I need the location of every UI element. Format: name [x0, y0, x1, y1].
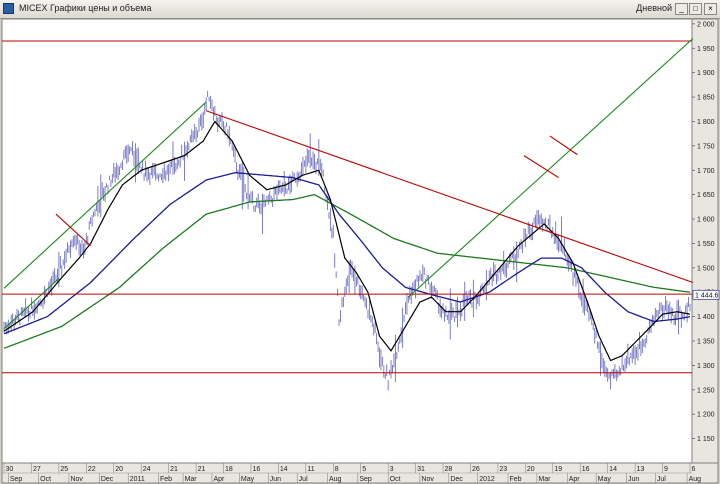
- x-month-label: Oct: [40, 476, 51, 483]
- x-day-label: 6: [692, 466, 696, 473]
- x-day-label: 21: [198, 466, 206, 473]
- y-tick-label: 1 800: [697, 119, 715, 126]
- x-month-label: Jul: [657, 476, 666, 483]
- x-month-label: Apr: [569, 476, 581, 483]
- x-month-label: Dec: [101, 476, 114, 483]
- x-day-label: 16: [582, 466, 590, 473]
- x-day-label: 5: [362, 466, 366, 473]
- annotations: [2, 38, 694, 374]
- x-day-label: 22: [88, 466, 96, 473]
- x-month-label: Aug: [689, 476, 702, 483]
- x-month-label: Dec: [450, 476, 463, 483]
- last-price-label: 1 444.6: [695, 292, 718, 299]
- x-day-label: 28: [445, 466, 453, 473]
- downtrend-line: [206, 110, 694, 283]
- y-tick-label: 1 950: [697, 46, 715, 53]
- cross-line: [523, 155, 559, 179]
- x-day-label: 16: [252, 466, 260, 473]
- maximize-button[interactable]: □: [689, 3, 702, 15]
- x-month-label: Nov: [421, 476, 434, 483]
- y-tick-label: 1 250: [697, 387, 715, 394]
- title-bar[interactable]: MICEX Графики цены и объема Дневной _ □ …: [0, 0, 720, 19]
- x-month-label: Mar: [185, 476, 198, 483]
- x-axis: 30 27 25 22 20 24 21 21 18 16 14 11 8 5 3 31 28 26 23 20 19 1…: [3, 463, 702, 483]
- x-day-label: 23: [499, 466, 507, 473]
- y-tick-label: 1 400: [697, 314, 715, 321]
- x-month-label: Sep: [359, 476, 372, 483]
- last-price-tag: [692, 289, 720, 300]
- y-tick-label: 1 200: [697, 412, 715, 419]
- x-day-label: 20: [527, 466, 535, 473]
- x-month-label: Sep: [10, 476, 23, 483]
- y-tick-label: 1 300: [697, 363, 715, 370]
- y-tick-label: 2 000: [697, 21, 715, 28]
- minimize-button[interactable]: _: [675, 3, 688, 15]
- ma-short-line: [3, 120, 691, 362]
- y-tick-label: 1 600: [697, 217, 715, 224]
- channel-line: [3, 278, 60, 330]
- x-day-label: 14: [609, 466, 617, 473]
- x-month-label: Nov: [70, 476, 83, 483]
- x-month-label: May: [241, 476, 255, 483]
- y-tick-label: 1 700: [697, 168, 715, 175]
- y-tick-label: 1 150: [697, 436, 715, 443]
- chart-app-icon: [3, 3, 14, 14]
- x-day-label: 3: [390, 466, 394, 473]
- x-day-label: 18: [225, 466, 233, 473]
- interval-label[interactable]: Дневной: [636, 3, 672, 13]
- window-title: MICEX Графики цены и объема: [19, 3, 152, 13]
- x-month-label: Jun: [628, 476, 639, 483]
- x-day-label: 13: [637, 466, 645, 473]
- close-button[interactable]: ×: [704, 3, 717, 15]
- x-month-label: Jun: [270, 476, 281, 483]
- y-axis-panel: [691, 18, 719, 464]
- y-tick-label: 1 350: [697, 339, 715, 346]
- moving-averages: [3, 120, 691, 362]
- x-month-label: 2012: [479, 476, 495, 483]
- x-day-label: 8: [335, 466, 339, 473]
- x-month-label: 2011: [130, 476, 145, 483]
- plot-area[interactable]: [1, 18, 693, 464]
- price-bars: [3, 90, 691, 391]
- y-tick-label: 1 500: [697, 265, 715, 272]
- ma-mid-line: [3, 172, 691, 335]
- x-day-label: 30: [6, 466, 14, 473]
- y-tick-label: 1 900: [697, 70, 715, 77]
- x-day-label: 21: [170, 466, 178, 473]
- cross-line: [549, 135, 578, 156]
- x-month-label: Aug: [329, 476, 342, 483]
- x-month-label: Apr: [213, 476, 225, 483]
- x-day-label: 27: [33, 466, 41, 473]
- x-month-label: Feb: [510, 476, 522, 483]
- y-tick-label: 1 650: [697, 192, 715, 199]
- x-month-label: Jul: [299, 476, 308, 483]
- x-month-label: Oct: [390, 476, 401, 483]
- x-day-label: 9: [664, 466, 668, 473]
- y-tick-label: 1 750: [697, 143, 715, 150]
- x-month-label: Feb: [160, 476, 172, 483]
- channel-line: [3, 101, 207, 289]
- cross-line: [55, 213, 92, 247]
- y-tick-label: 1 550: [697, 241, 715, 248]
- x-month-label: May: [598, 476, 612, 483]
- y-tick-label: 1 850: [697, 95, 715, 102]
- x-day-label: 19: [554, 466, 562, 473]
- x-day-label: 24: [143, 466, 151, 473]
- x-month-label: Mar: [538, 476, 551, 483]
- x-day-label: 25: [60, 466, 68, 473]
- x-day-label: 11: [307, 466, 314, 473]
- x-day-label: 26: [472, 466, 480, 473]
- x-day-label: 20: [115, 466, 123, 473]
- x-day-label: 31: [417, 466, 425, 473]
- x-day-label: 14: [280, 466, 288, 473]
- channel-line: [408, 38, 694, 298]
